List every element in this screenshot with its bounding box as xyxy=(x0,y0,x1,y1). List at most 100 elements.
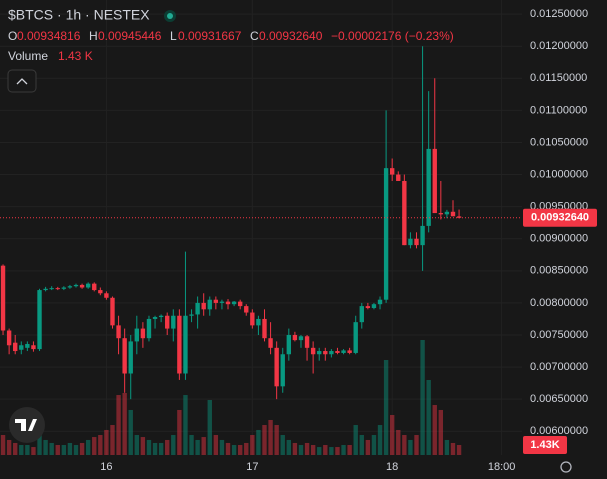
volume-bar xyxy=(85,439,91,455)
volume-bar xyxy=(310,445,316,455)
volume-bar xyxy=(389,415,395,455)
logo[interactable] xyxy=(9,407,45,443)
collapse-button[interactable] xyxy=(7,69,37,93)
candle-body xyxy=(104,293,109,298)
y-tick-label: 0.01000000 xyxy=(530,168,588,180)
volume-bar xyxy=(268,419,273,455)
low-value: 0.00931667 xyxy=(178,29,242,43)
volume-bar xyxy=(13,442,18,455)
volume-bar xyxy=(122,392,127,455)
candle-body xyxy=(262,318,267,339)
candle-body xyxy=(177,315,182,374)
last-price-label: 0.00932640 xyxy=(531,212,589,224)
volume-bar xyxy=(79,442,85,455)
candle-body xyxy=(389,168,395,175)
candle-body xyxy=(37,290,42,350)
volume-bar xyxy=(244,442,249,455)
axes: 0.00600000 0.00650000 0.00700000 0.00750000… xyxy=(0,8,597,473)
volume-bar xyxy=(183,395,188,455)
volume-bar xyxy=(426,379,431,455)
volume-bar xyxy=(347,445,352,455)
candle-body xyxy=(49,288,54,290)
candle-body xyxy=(225,301,231,305)
x-tick-label: 18 xyxy=(386,461,398,473)
volume-bar xyxy=(6,439,12,455)
candle-body xyxy=(201,302,206,310)
candle-body xyxy=(6,330,12,346)
status-dot-inner xyxy=(167,13,173,19)
y-tick-label: 0.00600000 xyxy=(530,425,588,437)
candle-body xyxy=(408,238,413,246)
volume-bar xyxy=(92,437,97,455)
volume-bar xyxy=(231,445,237,455)
candle-body xyxy=(128,341,133,374)
volume-bar xyxy=(25,445,30,455)
x-tick-label: 16 xyxy=(100,461,112,473)
candle-body xyxy=(329,351,334,355)
y-tick-label: 0.00750000 xyxy=(530,329,588,341)
last-volume-label: 1.43K xyxy=(530,439,559,451)
candle-body xyxy=(183,315,188,374)
candle-body xyxy=(256,318,261,326)
volume-bar xyxy=(371,435,377,455)
y-tick-label: 0.00900000 xyxy=(530,233,588,245)
candle-body xyxy=(292,334,298,341)
volume-value: 1.43 K xyxy=(58,49,93,63)
candle-body xyxy=(383,168,389,300)
volume-bar xyxy=(158,442,164,455)
candle-body xyxy=(377,299,383,305)
candle-body xyxy=(341,350,346,353)
volume-bar xyxy=(213,435,219,455)
candle-body xyxy=(19,345,24,350)
volume-bar xyxy=(304,442,310,455)
volume-bar xyxy=(55,445,60,455)
volume-bar xyxy=(383,359,389,455)
volume-bar xyxy=(73,445,79,455)
volume-bar xyxy=(274,425,279,455)
volume-bar xyxy=(237,445,243,455)
candle-body xyxy=(310,347,316,355)
volume-bar xyxy=(262,425,267,455)
volume-bar xyxy=(292,442,298,455)
y-tick-label: 0.01200000 xyxy=(530,40,588,52)
candle-body xyxy=(43,288,48,291)
candle-body xyxy=(317,351,322,355)
high-label: H xyxy=(89,29,98,43)
candle-body xyxy=(450,211,456,217)
candle-body xyxy=(237,301,243,307)
volume-bar xyxy=(456,445,462,455)
volume-bar xyxy=(323,445,328,455)
candle-body xyxy=(213,299,219,303)
candle-body xyxy=(402,180,407,246)
volume-bar xyxy=(146,439,152,455)
volume-bar xyxy=(98,435,103,455)
candle-body xyxy=(73,284,79,287)
candle-body xyxy=(432,148,437,214)
candle-body xyxy=(189,314,194,316)
volume-bar xyxy=(49,442,54,455)
volume-bar xyxy=(37,429,42,455)
volume-bar xyxy=(219,439,225,455)
candle-body xyxy=(335,351,340,353)
volume-bar xyxy=(280,435,285,455)
y-tick-label: 0.01150000 xyxy=(530,72,587,84)
candle-body xyxy=(55,288,60,290)
high-value: 0.00945446 xyxy=(98,29,162,43)
candle-body xyxy=(140,328,146,339)
candle-body xyxy=(31,345,36,350)
volume-bar xyxy=(450,442,456,455)
y-tick-label: 0.00850000 xyxy=(530,265,588,277)
candle-body xyxy=(0,265,6,331)
settings-icon[interactable] xyxy=(560,461,572,473)
volume-bar xyxy=(128,409,133,455)
volume-layer xyxy=(0,340,462,455)
candle-body xyxy=(165,315,170,329)
volume-bar xyxy=(359,435,364,455)
candle-body xyxy=(207,299,212,310)
candle-body xyxy=(231,301,237,305)
candle-body xyxy=(98,290,103,294)
close-label: C xyxy=(250,29,259,43)
volume-bar xyxy=(353,425,358,455)
candle-body xyxy=(438,213,444,215)
